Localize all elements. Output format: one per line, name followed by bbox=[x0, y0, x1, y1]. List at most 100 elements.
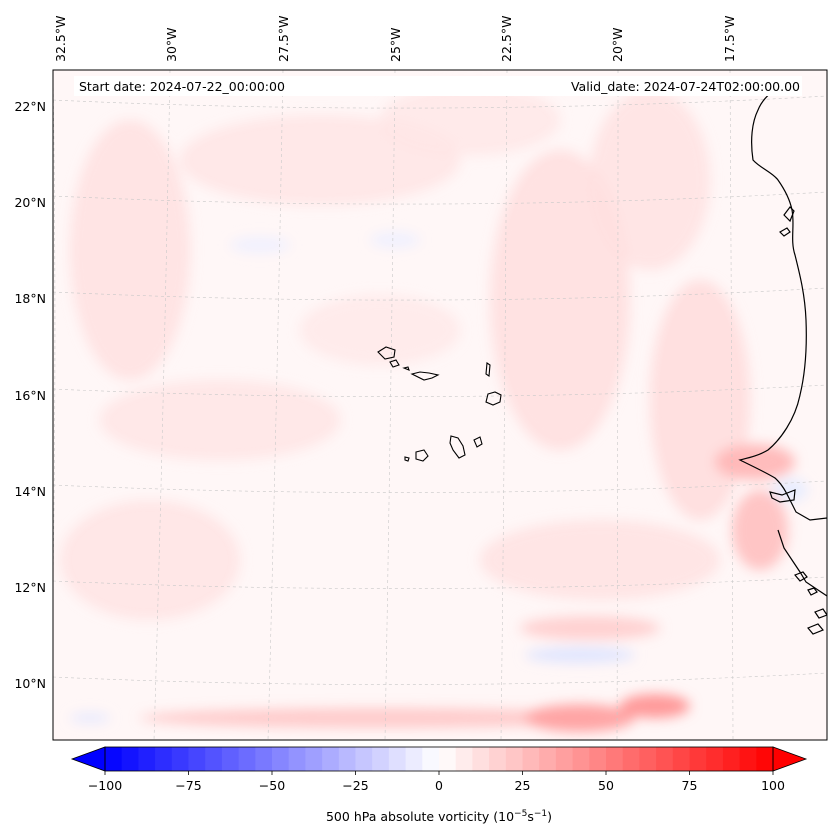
longitude-labels: 32.5°W 30°W 27.5°W 25°W 22.5°W 20°W 17.5… bbox=[53, 16, 737, 62]
colorbar-cell bbox=[539, 747, 557, 771]
colorbar-label: 500 hPa absolute vorticity (10−5s−1) bbox=[326, 809, 552, 824]
vorticity-patch bbox=[380, 85, 560, 155]
vorticity-patch bbox=[650, 280, 750, 520]
colorbar-cell bbox=[372, 747, 390, 771]
colorbar-cell bbox=[205, 747, 223, 771]
colorbar-cell bbox=[388, 747, 407, 771]
vorticity-patch bbox=[520, 616, 660, 640]
island-sal bbox=[485, 362, 491, 377]
colorbar-cell bbox=[656, 747, 674, 771]
vorticity-patch bbox=[70, 713, 110, 723]
vorticity-patch bbox=[490, 150, 630, 450]
colorbar-tick-label: −25 bbox=[342, 778, 368, 793]
africa-coastline bbox=[738, 84, 827, 521]
colorbar-label-prefix: 500 hPa absolute vorticity (10 bbox=[326, 809, 514, 824]
vorticity-patch bbox=[60, 500, 240, 620]
island-boa-vista bbox=[485, 391, 502, 406]
parallel-line bbox=[53, 672, 827, 685]
vorticity-patch bbox=[772, 478, 808, 502]
lat-label: 18°N bbox=[14, 291, 46, 306]
colorbar-label-exponent: −5 bbox=[514, 809, 527, 819]
colorbar-cell bbox=[455, 747, 473, 771]
lat-label: 12°N bbox=[14, 580, 46, 595]
lat-label: 14°N bbox=[14, 484, 46, 499]
island-brava bbox=[404, 456, 410, 462]
colorbar-cell bbox=[739, 747, 757, 771]
colorbar-tick-label: 25 bbox=[515, 778, 531, 793]
latitude-labels: 22°N 20°N 18°N 16°N 14°N 12°N 10°N bbox=[14, 99, 46, 691]
valid-date-label: Valid_date: 2024-07-24T02:00:00.00 bbox=[571, 79, 800, 94]
colorbar: −100 −75 −50 −25 0 25 50 75 100 500 hPa absolute… bbox=[70, 746, 808, 824]
parallel-line bbox=[53, 576, 827, 589]
date-label-background bbox=[74, 76, 802, 96]
vorticity-patch bbox=[180, 115, 460, 205]
colorbar-cell bbox=[555, 747, 574, 771]
lon-label: 22.5°W bbox=[499, 16, 514, 62]
colorbar-cell bbox=[572, 747, 590, 771]
island-fogo bbox=[415, 449, 429, 462]
vorticity-patch bbox=[300, 295, 460, 365]
vorticity-patch bbox=[230, 237, 290, 253]
colorbar-cell bbox=[639, 747, 657, 771]
island-santiago bbox=[449, 435, 466, 459]
colorbar-label-suffix: ) bbox=[547, 809, 552, 824]
banc-arguin-island bbox=[783, 206, 795, 223]
cape-verde-islands bbox=[377, 346, 502, 462]
colorbar-cell bbox=[105, 747, 123, 771]
colorbar-cell bbox=[489, 747, 507, 771]
vorticity-patch bbox=[715, 444, 795, 480]
colorbar-label-unit: s bbox=[527, 809, 534, 824]
colorbar-cell bbox=[322, 747, 340, 771]
colorbar-tick-label: −75 bbox=[175, 778, 201, 793]
vorticity-patch bbox=[732, 490, 788, 570]
vorticity-shading bbox=[60, 85, 808, 732]
colorbar-cell bbox=[288, 747, 306, 771]
lat-label: 22°N bbox=[14, 99, 46, 114]
guinea-coast bbox=[777, 529, 827, 597]
lat-label: 20°N bbox=[14, 195, 46, 210]
bijagos-island bbox=[807, 587, 818, 596]
island-santa-luzia bbox=[402, 366, 410, 371]
colorbar-cell bbox=[439, 747, 457, 771]
colorbar-cell bbox=[522, 747, 540, 771]
colorbar-label-exponent: −1 bbox=[534, 809, 547, 819]
lon-label: 27.5°W bbox=[276, 16, 291, 62]
vorticity-patch bbox=[480, 520, 720, 600]
vorticity-field bbox=[53, 70, 827, 740]
map-frame bbox=[52, 69, 828, 741]
colorbar-cell bbox=[422, 747, 440, 771]
start-date-label: Start date: 2024-07-22_00:00:00 bbox=[79, 79, 285, 94]
map-panel: Start date: 2024-07-22_00:00:00 Valid_da… bbox=[52, 69, 828, 741]
colorbar-cell bbox=[121, 747, 139, 771]
colorbar-cell bbox=[355, 747, 373, 771]
bijagos-island bbox=[793, 571, 808, 582]
vorticity-patch bbox=[140, 708, 620, 728]
parallel-line bbox=[53, 95, 827, 109]
colorbar-cell bbox=[606, 747, 624, 771]
colorbar-cell bbox=[405, 747, 423, 771]
island-maio bbox=[473, 436, 483, 448]
parallel-line bbox=[53, 287, 827, 301]
colorbar-tick-label: 75 bbox=[682, 778, 698, 793]
colorbar-tick-label: 50 bbox=[598, 778, 614, 793]
colorbar-cell bbox=[155, 747, 173, 771]
island-sao-vicente bbox=[389, 359, 400, 368]
colorbar-tick-label: 0 bbox=[435, 778, 443, 793]
colorbar-cell bbox=[722, 747, 741, 771]
colorbar-cell bbox=[305, 747, 323, 771]
vorticity-patch bbox=[525, 704, 635, 732]
coastline bbox=[738, 84, 827, 635]
vorticity-patch bbox=[525, 647, 635, 663]
parallel-line bbox=[53, 384, 827, 397]
colorbar-cell bbox=[756, 747, 774, 771]
colorbar-cell bbox=[689, 747, 707, 771]
colorbar-cell bbox=[338, 747, 356, 771]
island-sao-nicolau bbox=[410, 371, 440, 381]
lat-label: 16°N bbox=[14, 388, 46, 403]
coastal-island bbox=[814, 608, 827, 619]
coastal-island bbox=[807, 623, 824, 635]
colorbar-tick-label: 100 bbox=[761, 778, 785, 793]
colorbar-cell bbox=[472, 747, 490, 771]
lat-label: 10°N bbox=[14, 676, 46, 691]
colorbar-cell bbox=[255, 747, 273, 771]
